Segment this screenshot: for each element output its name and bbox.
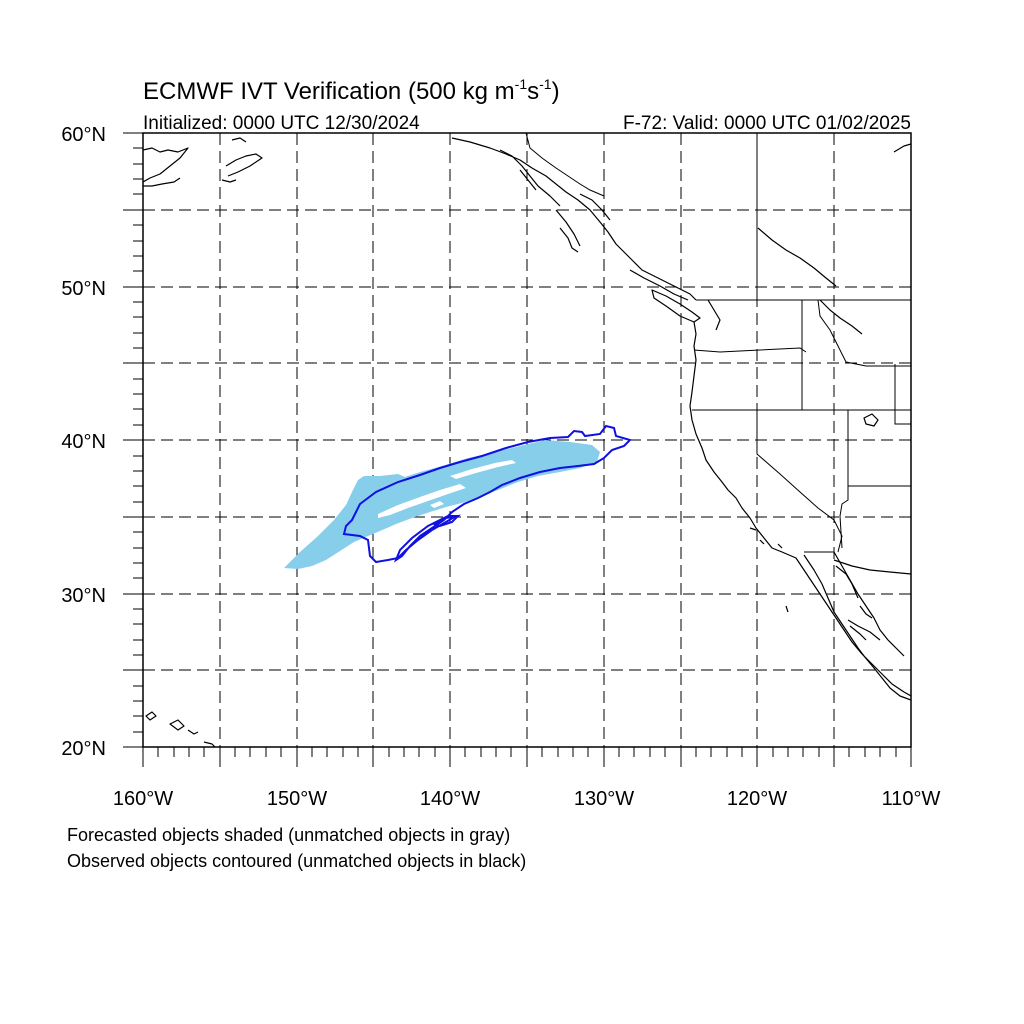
title-main: ECMWF IVT Verification (500 kg m: [143, 78, 515, 105]
lon-label-120w: 120°W: [727, 788, 787, 810]
graticule: [143, 133, 911, 747]
map-title: ECMWF IVT Verification (500 kg m-1s-1): [143, 76, 560, 105]
lat-label-60n: 60°N: [61, 124, 106, 146]
lon-ticks: [142, 747, 912, 767]
forecast-ivt-object-gaps: [378, 460, 516, 518]
lat-label-40n: 40°N: [61, 431, 106, 453]
legend-observed-note: Observed objects contoured (unmatched ob…: [67, 851, 527, 871]
lon-label-130w: 130°W: [574, 788, 634, 810]
valid-time-label: F-72: Valid: 0000 UTC 01/02/2025: [623, 113, 911, 134]
lat-label-30n: 30°N: [61, 585, 106, 607]
init-time-label: Initialized: 0000 UTC 12/30/2024: [143, 113, 420, 134]
observed-ivt-contour: [342, 424, 632, 564]
title-end: ): [552, 78, 560, 105]
title-mid: s: [527, 78, 539, 105]
legend-forecast-note: Forecasted objects shaded (unmatched obj…: [67, 825, 511, 845]
political-boundaries: [525, 133, 911, 553]
coastlines: [143, 137, 911, 747]
lon-label-110w: 110°W: [882, 788, 941, 810]
title-sup-2: -1: [539, 76, 552, 92]
lon-label-150w: 150°W: [267, 788, 327, 810]
lat-ticks: [123, 132, 143, 748]
lon-label-140w: 140°W: [420, 788, 480, 810]
lat-label-20n: 20°N: [61, 738, 106, 760]
lat-label-50n: 50°N: [61, 278, 106, 300]
lon-label-160w: 160°W: [113, 788, 173, 810]
observed-ivt-contour-inner: [431, 514, 461, 528]
title-sup-1: -1: [515, 76, 528, 92]
